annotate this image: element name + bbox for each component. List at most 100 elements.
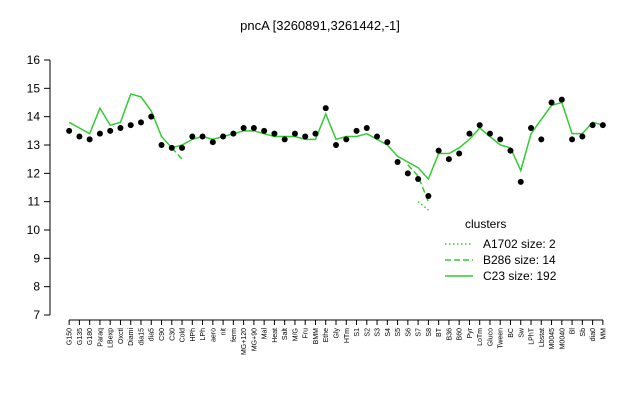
data-point xyxy=(497,136,504,143)
x-tick-label: aero xyxy=(210,328,217,342)
data-point xyxy=(548,99,555,106)
data-point xyxy=(558,96,565,103)
x-tick-label: S6 xyxy=(405,328,412,337)
data-point xyxy=(353,127,360,134)
data-point xyxy=(374,133,381,140)
data-point xyxy=(456,150,463,157)
legend-title: clusters xyxy=(465,217,506,231)
x-tick-label: S3 xyxy=(375,328,382,337)
x-tick-label: C90 xyxy=(159,328,166,341)
x-tick-label: Fru xyxy=(303,328,310,339)
x-tick-label: Oxctl xyxy=(118,328,125,344)
x-tick-label: ferm xyxy=(231,328,238,342)
data-point xyxy=(538,136,545,143)
x-tick-label: S1 xyxy=(354,328,361,337)
data-point xyxy=(158,142,165,148)
data-point xyxy=(96,130,103,137)
data-point xyxy=(445,156,452,163)
data-point xyxy=(476,122,483,129)
x-tick-label: Diami xyxy=(128,328,135,346)
x-tick-label: dia15 xyxy=(138,328,145,345)
data-point xyxy=(599,122,606,129)
x-tick-label: Salt xyxy=(282,328,289,340)
x-tick-label: Gluco xyxy=(487,328,494,346)
data-point xyxy=(528,125,535,131)
x-tick-label: dia5 xyxy=(149,328,156,341)
legend-label: B286 size: 14 xyxy=(483,253,556,267)
data-point xyxy=(507,147,514,154)
x-tick-label: BMM xyxy=(313,328,320,345)
data-point xyxy=(384,139,391,146)
data-point xyxy=(66,127,73,134)
data-point xyxy=(107,127,114,134)
x-tick-label: S5 xyxy=(395,328,402,337)
y-tick-label: 16 xyxy=(27,53,41,67)
data-point xyxy=(579,133,586,140)
data-point xyxy=(117,125,124,131)
data-point xyxy=(333,142,339,148)
chart-title: pncA [3260891,3261442,-1] xyxy=(240,18,400,33)
x-tick-label: HTm xyxy=(344,328,351,343)
x-tick-label: G180 xyxy=(87,328,94,345)
data-point xyxy=(230,130,237,137)
data-point xyxy=(148,113,155,120)
data-point xyxy=(404,170,411,177)
x-tick-label: B36 xyxy=(446,328,453,341)
x-tick-label: M/G xyxy=(292,328,299,341)
x-tick-label: Bl xyxy=(570,328,577,335)
data-point xyxy=(240,125,247,131)
x-tick-label: Lbstat xyxy=(539,328,546,347)
series-line xyxy=(68,93,604,181)
data-point xyxy=(589,122,596,129)
data-point xyxy=(261,127,268,134)
x-tick-label: Mal xyxy=(262,328,269,340)
data-point xyxy=(312,130,319,137)
x-tick-label: Gly xyxy=(334,328,341,339)
data-point xyxy=(569,136,576,143)
x-tick-label: C30 xyxy=(169,328,176,341)
x-tick-label: Cold xyxy=(180,328,187,343)
data-point xyxy=(425,193,432,199)
x-tick-label: Pyr xyxy=(467,327,474,338)
y-tick-label: 11 xyxy=(28,195,41,209)
x-tick-label: Ethe xyxy=(323,328,330,343)
data-point xyxy=(415,176,422,182)
x-tick-label: S7 xyxy=(416,328,423,337)
data-point xyxy=(199,133,206,140)
data-point xyxy=(281,136,288,143)
x-tick-label: LPhT xyxy=(529,327,536,344)
data-point xyxy=(394,159,401,165)
x-tick-label: HPh xyxy=(190,328,197,342)
x-tick-label: BC xyxy=(508,328,515,338)
x-tick-label: LPh xyxy=(200,328,207,341)
x-tick-label: LBexp xyxy=(108,328,115,348)
data-point xyxy=(220,133,227,140)
x-tick-label: MM xyxy=(600,328,607,340)
data-point xyxy=(466,130,473,137)
x-tick-label: S2 xyxy=(364,328,371,337)
y-tick-label: 9 xyxy=(33,251,40,265)
y-tick-label: 7 xyxy=(33,308,40,322)
x-tick-label: dia0 xyxy=(590,328,597,341)
x-tick-label: MG+90 xyxy=(251,328,258,351)
data-point xyxy=(271,130,278,137)
data-point xyxy=(517,178,524,185)
data-point xyxy=(363,125,370,131)
x-tick-label: G150 xyxy=(67,328,74,345)
y-tick-label: 12 xyxy=(27,166,41,180)
data-point xyxy=(127,122,134,129)
data-point xyxy=(291,130,298,137)
data-point xyxy=(179,144,186,151)
y-tick-label: 10 xyxy=(27,223,41,237)
legend-label: C23 size: 192 xyxy=(483,269,557,283)
legend-label: A1702 size: 2 xyxy=(483,237,556,251)
x-tick-label: Sw xyxy=(518,327,525,338)
data-point xyxy=(209,139,216,146)
y-tick-label: 15 xyxy=(27,81,41,95)
x-tick-label: LoTm xyxy=(477,328,484,346)
data-point xyxy=(302,133,309,140)
data-point xyxy=(343,136,350,143)
data-point xyxy=(137,119,144,126)
data-point xyxy=(189,133,196,140)
